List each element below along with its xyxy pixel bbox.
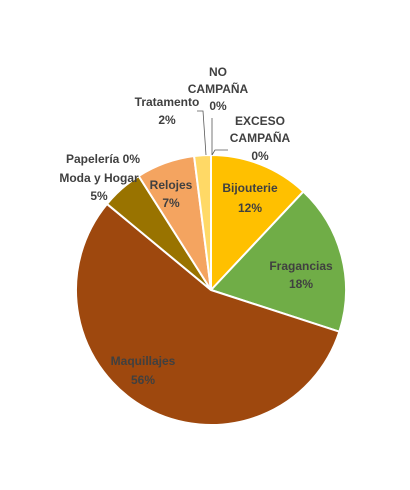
leader-line-exceso-campana <box>211 149 228 156</box>
data-label-value-maquillajes: 56% <box>131 373 155 387</box>
leader-line-tratamento <box>197 110 207 156</box>
data-label-name-exceso-campana-line2: CAMPAÑA <box>230 130 291 145</box>
pie-slice-maquillajes <box>75 202 341 426</box>
data-label-name-relojes: Relojes <box>150 178 193 192</box>
data-label-name-moda-y-hogar: Moda y Hogar <box>59 171 139 185</box>
pie-slice-tratamento <box>192 153 212 291</box>
data-label-name-maquillajes: Maquillajes <box>111 354 176 368</box>
data-label-papelería: Papelería 0% <box>66 152 140 166</box>
data-label-name-bijouterie: Bijouterie <box>222 181 278 195</box>
data-labels: Bijouterie 12% Fragancias 18% Maquillajes 56%… <box>59 65 333 387</box>
leader-lines <box>197 110 228 156</box>
data-label-value-exceso-campana: 0% <box>251 149 269 163</box>
data-label-value-tratamento: 2% <box>158 113 176 127</box>
data-label-name-exceso-campana-line1: EXCESO <box>235 114 285 128</box>
pie-slice-fragancias <box>209 190 347 333</box>
data-label-name-tratamento: Tratamento <box>135 95 200 109</box>
data-label-value-relojes: 7% <box>162 196 180 210</box>
data-label-value-no-campana: 0% <box>209 99 227 113</box>
pie-slice-bijouterie <box>210 153 305 293</box>
data-label-value-moda-y-hogar: 5% <box>90 189 108 203</box>
data-label-value-bijouterie: 12% <box>238 201 262 215</box>
data-label-value-fragancias: 18% <box>289 277 313 291</box>
pie-slices <box>75 153 347 426</box>
data-label-name-no-campana-line2: CAMPAÑA <box>188 81 249 96</box>
data-label-name-no-campana-line1: NO <box>209 65 227 79</box>
data-label-name-fragancias: Fragancias <box>269 259 333 273</box>
